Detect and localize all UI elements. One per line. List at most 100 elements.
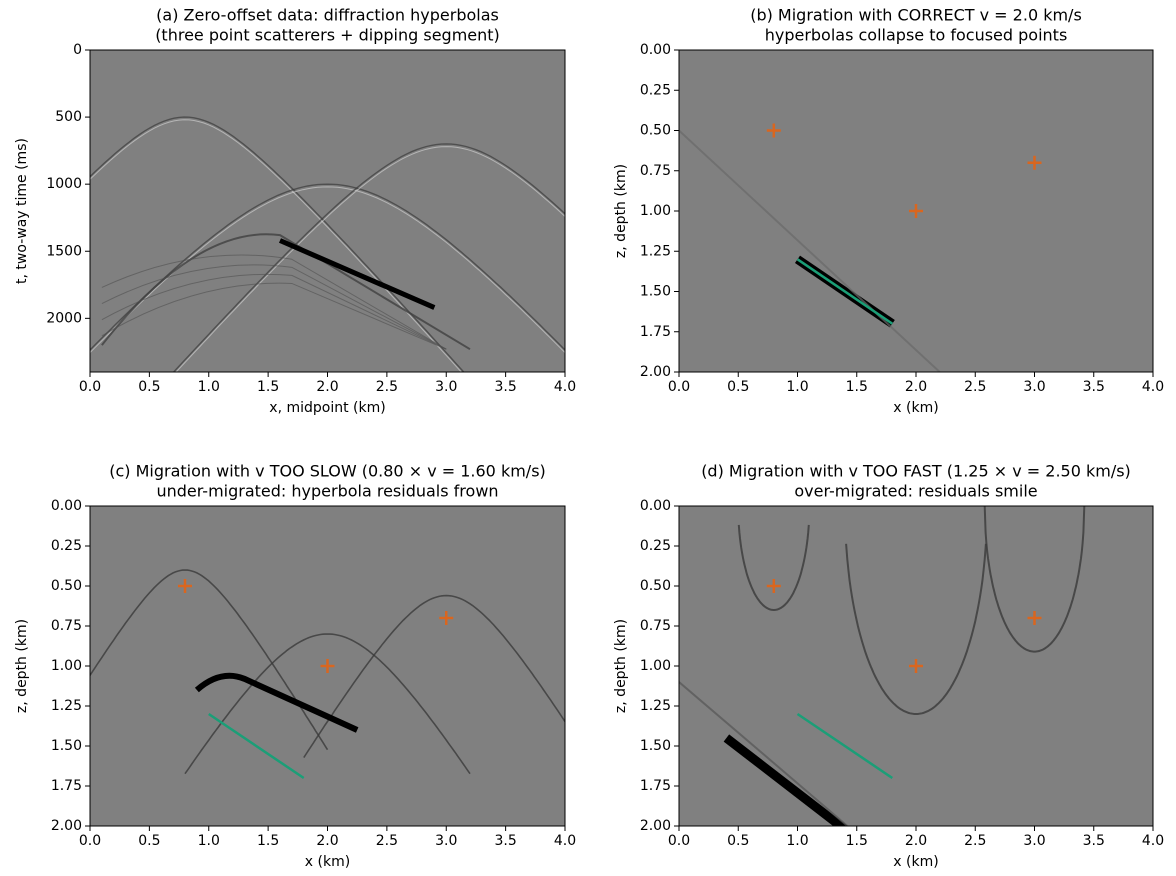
residual-reflector <box>679 681 849 826</box>
scatterer-marker <box>766 579 781 593</box>
residual-reflector <box>194 672 359 733</box>
y-tick-label: 1.00 <box>640 658 671 674</box>
y-tick-label: 1.25 <box>640 243 671 259</box>
x-tick-label: 0.0 <box>79 833 101 849</box>
chart-subtitle: hyperbolas collapse to focused points <box>765 26 1068 45</box>
y-tick-label: 1000 <box>46 176 82 192</box>
x-tick-label: 1.5 <box>257 833 279 849</box>
plot-area <box>90 50 565 372</box>
chart-title: (b) Migration with CORRECT v = 2.0 km/s <box>750 6 1082 25</box>
x-tick-label: 0.5 <box>727 379 749 395</box>
wavefront <box>175 146 565 372</box>
x-tick-label: 1.0 <box>198 379 220 395</box>
x-tick-label: 1.0 <box>786 833 808 849</box>
y-axis-label: z, depth (km) <box>14 619 30 713</box>
x-tick-label: 4.0 <box>554 833 576 849</box>
x-tick-label: 1.5 <box>846 833 868 849</box>
x-tick-label: 0.0 <box>668 379 690 395</box>
x-tick-label: 4.0 <box>554 379 576 395</box>
image-background <box>90 50 565 372</box>
x-tick-label: 3.5 <box>494 833 516 849</box>
y-tick-label: 0.25 <box>51 538 82 554</box>
x-tick-label: 0.5 <box>138 379 160 395</box>
x-tick-label: 2.0 <box>316 833 338 849</box>
wavefront <box>172 143 565 372</box>
x-tick-label: 2.5 <box>964 833 986 849</box>
y-tick-label: 0.00 <box>640 498 671 514</box>
y-tick-label: 1.25 <box>51 698 82 714</box>
wavefront <box>90 183 565 352</box>
chart-subtitle: (three point scatterers + dipping segmen… <box>155 26 500 45</box>
y-tick-label: 1.50 <box>640 738 671 754</box>
scatterer-marker <box>320 659 335 673</box>
wavefront <box>90 119 462 372</box>
y-tick-label: 1.75 <box>640 324 671 340</box>
x-tick-label: 3.5 <box>494 379 516 395</box>
true-reflector <box>208 712 305 780</box>
reflection <box>101 264 447 350</box>
y-tick-label: 500 <box>55 109 82 125</box>
x-tick-label: 3.5 <box>1083 379 1105 395</box>
reflection <box>101 254 447 350</box>
y-tick-label: 0.75 <box>640 163 671 179</box>
wavefront <box>90 569 329 751</box>
focused-reflector-tail <box>679 129 941 372</box>
x-tick-label: 2.0 <box>905 833 927 849</box>
chart-title: (a) Zero-offset data: diffraction hyperb… <box>156 6 499 25</box>
y-tick-label: 0.00 <box>640 42 671 58</box>
y-tick-label: 2.00 <box>51 818 82 834</box>
y-axis-label: t, two-way time (ms) <box>14 138 30 284</box>
y-tick-label: 0.50 <box>51 578 82 594</box>
reflection <box>101 282 447 350</box>
x-tick-label: 1.5 <box>846 379 868 395</box>
x-axis-label: x (km) <box>305 854 350 870</box>
y-tick-label: 1500 <box>46 243 82 259</box>
y-tick-label: 2.00 <box>640 364 671 380</box>
x-tick-label: 2.5 <box>964 379 986 395</box>
y-tick-label: 1.00 <box>51 658 82 674</box>
true-reflector <box>796 712 893 780</box>
y-axis-label: z, depth (km) <box>613 164 629 258</box>
y-tick-label: 0.00 <box>51 498 82 514</box>
x-tick-label: 0.5 <box>138 833 160 849</box>
chart-subtitle: under-migrated: hyperbola residuals frow… <box>156 482 498 501</box>
y-tick-label: 1.00 <box>640 203 671 219</box>
plot-area <box>90 506 565 826</box>
x-tick-label: 1.0 <box>786 379 808 395</box>
scatterer-marker <box>766 123 781 138</box>
scatterer-marker <box>178 579 192 593</box>
x-axis-label: x (km) <box>893 854 938 870</box>
x-tick-label: 3.0 <box>1023 379 1045 395</box>
y-tick-label: 1.50 <box>51 738 82 754</box>
chart-subtitle: over-migrated: residuals smile <box>794 482 1037 501</box>
x-tick-label: 0.5 <box>727 833 749 849</box>
reflection <box>279 238 436 310</box>
scatterer-marker <box>1027 611 1042 625</box>
y-tick-label: 2.00 <box>640 818 671 834</box>
reflection <box>101 233 471 351</box>
x-tick-label: 2.5 <box>376 379 398 395</box>
y-tick-label: 1.50 <box>640 284 671 300</box>
x-tick-label: 3.0 <box>435 833 457 849</box>
x-axis-label: x (km) <box>893 400 938 416</box>
scatterer-marker <box>439 611 454 625</box>
y-tick-label: 0.75 <box>51 618 82 634</box>
x-tick-label: 2.0 <box>905 379 927 395</box>
x-tick-label: 0.0 <box>668 833 690 849</box>
y-tick-label: 0.75 <box>640 618 671 634</box>
x-tick-label: 3.5 <box>1083 833 1105 849</box>
chart-title: (d) Migration with v TOO FAST (1.25 × v … <box>701 462 1131 481</box>
y-tick-label: 0 <box>73 42 82 58</box>
y-tick-label: 2000 <box>46 310 82 326</box>
y-tick-label: 1.75 <box>51 778 82 794</box>
y-tick-label: 0.25 <box>640 538 671 554</box>
true-reflector <box>796 258 894 325</box>
x-tick-label: 0.0 <box>79 379 101 395</box>
wavefront <box>90 116 465 372</box>
y-tick-label: 1.75 <box>640 778 671 794</box>
y-tick-label: 0.50 <box>640 123 671 139</box>
y-axis-label: z, depth (km) <box>613 619 629 713</box>
x-tick-label: 3.0 <box>435 379 457 395</box>
reflection <box>101 273 447 350</box>
